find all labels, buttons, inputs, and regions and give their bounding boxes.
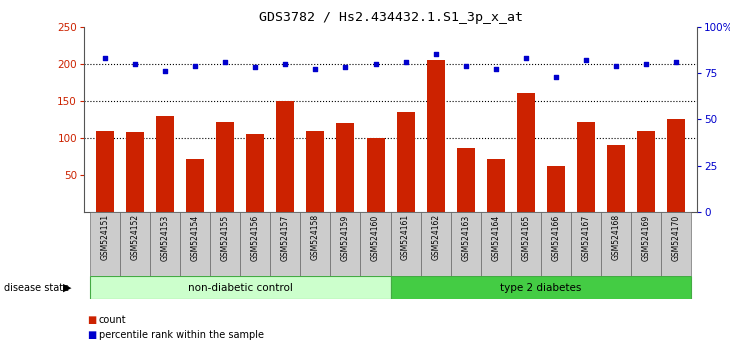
- Point: [400, 59, 412, 65]
- Bar: [120, 212, 150, 276]
- Bar: [607, 145, 625, 212]
- Point: [640, 61, 652, 67]
- Bar: [277, 101, 294, 212]
- Bar: [156, 116, 174, 212]
- Point: [310, 67, 321, 72]
- Bar: [577, 122, 595, 212]
- Text: GSM524169: GSM524169: [642, 214, 650, 261]
- Bar: [426, 60, 445, 212]
- Bar: [307, 131, 324, 212]
- Bar: [391, 276, 691, 299]
- Point: [280, 61, 291, 67]
- Bar: [637, 131, 655, 212]
- Point: [580, 57, 592, 63]
- Text: GSM524163: GSM524163: [461, 214, 470, 261]
- Text: GSM524158: GSM524158: [311, 214, 320, 261]
- Bar: [126, 132, 144, 212]
- Bar: [96, 131, 114, 212]
- Text: GSM524156: GSM524156: [251, 214, 260, 261]
- Text: GSM524154: GSM524154: [191, 214, 200, 261]
- Bar: [450, 212, 481, 276]
- Text: GSM524159: GSM524159: [341, 214, 350, 261]
- Bar: [391, 212, 420, 276]
- Text: ■: ■: [88, 330, 97, 339]
- Point: [339, 64, 351, 70]
- Bar: [547, 166, 565, 212]
- Text: GSM524168: GSM524168: [612, 214, 620, 261]
- Text: count: count: [99, 315, 126, 325]
- Bar: [361, 212, 391, 276]
- Point: [430, 52, 442, 57]
- Bar: [571, 212, 601, 276]
- Bar: [300, 212, 331, 276]
- Point: [610, 63, 622, 68]
- Text: GSM524167: GSM524167: [581, 214, 591, 261]
- Text: GSM524165: GSM524165: [521, 214, 530, 261]
- Bar: [216, 122, 234, 212]
- Bar: [457, 148, 475, 212]
- Text: type 2 diabetes: type 2 diabetes: [500, 282, 582, 293]
- Bar: [631, 212, 661, 276]
- Point: [520, 55, 531, 61]
- Text: ■: ■: [88, 315, 97, 325]
- Text: GDS3782 / Hs2.434432.1.S1_3p_x_at: GDS3782 / Hs2.434432.1.S1_3p_x_at: [258, 11, 523, 24]
- Bar: [481, 212, 511, 276]
- Text: percentile rank within the sample: percentile rank within the sample: [99, 330, 264, 339]
- Bar: [186, 159, 204, 212]
- Point: [159, 68, 171, 74]
- Bar: [270, 212, 300, 276]
- Bar: [511, 212, 541, 276]
- Bar: [541, 212, 571, 276]
- Point: [220, 59, 231, 65]
- Bar: [337, 123, 355, 212]
- Bar: [396, 112, 415, 212]
- Text: GSM524162: GSM524162: [431, 214, 440, 261]
- Bar: [366, 138, 385, 212]
- Bar: [90, 276, 391, 299]
- Text: GSM524164: GSM524164: [491, 214, 500, 261]
- Text: GSM524153: GSM524153: [161, 214, 169, 261]
- Bar: [90, 212, 120, 276]
- Bar: [661, 212, 691, 276]
- Point: [189, 63, 201, 68]
- Text: GSM524170: GSM524170: [672, 214, 680, 261]
- Bar: [150, 212, 180, 276]
- Text: GSM524152: GSM524152: [131, 214, 139, 261]
- Point: [129, 61, 141, 67]
- Point: [460, 63, 472, 68]
- Bar: [210, 212, 240, 276]
- Text: ▶: ▶: [63, 282, 72, 293]
- Point: [369, 61, 381, 67]
- Point: [550, 74, 561, 80]
- Bar: [487, 159, 504, 212]
- Text: GSM524161: GSM524161: [401, 214, 410, 261]
- Point: [250, 64, 261, 70]
- Bar: [240, 212, 270, 276]
- Bar: [601, 212, 631, 276]
- Bar: [667, 120, 685, 212]
- Point: [670, 59, 682, 65]
- Text: disease state: disease state: [4, 282, 69, 293]
- Text: GSM524157: GSM524157: [281, 214, 290, 261]
- Text: GSM524160: GSM524160: [371, 214, 380, 261]
- Bar: [180, 212, 210, 276]
- Text: GSM524166: GSM524166: [551, 214, 561, 261]
- Bar: [420, 212, 450, 276]
- Point: [99, 55, 111, 61]
- Bar: [517, 93, 535, 212]
- Text: non-diabetic control: non-diabetic control: [188, 282, 293, 293]
- Bar: [331, 212, 361, 276]
- Point: [490, 67, 502, 72]
- Text: GSM524151: GSM524151: [101, 214, 110, 261]
- Bar: [246, 135, 264, 212]
- Text: GSM524155: GSM524155: [220, 214, 230, 261]
